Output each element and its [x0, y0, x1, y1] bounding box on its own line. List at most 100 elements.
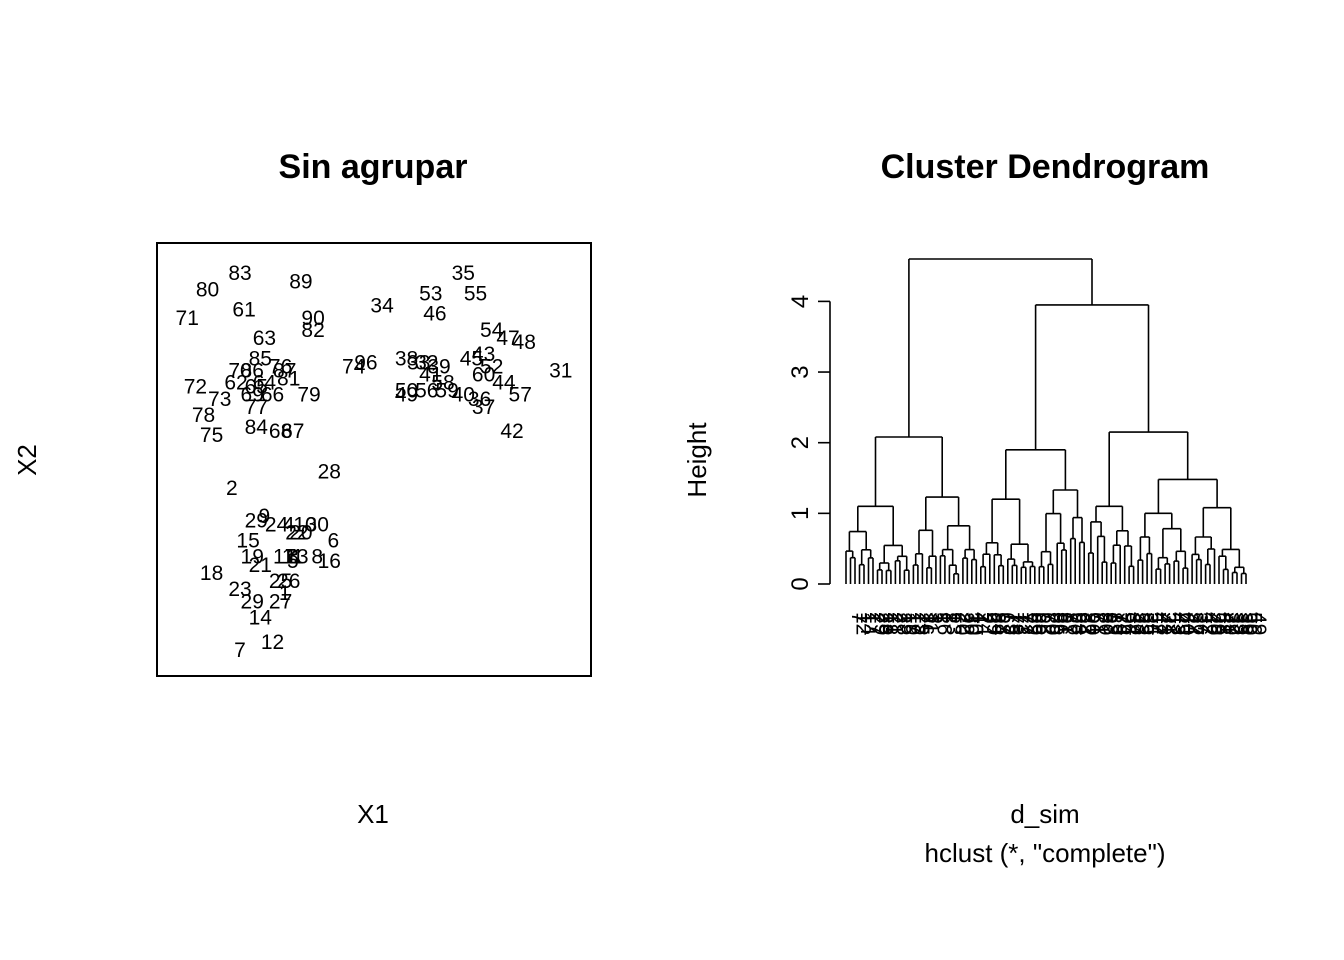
scatter-point-label: 58 [431, 372, 454, 395]
scatter-point-label: 23 [228, 578, 251, 601]
dendrogram-leaf-label: 13 [941, 612, 964, 635]
scatter-x-axis-label: X1 [357, 799, 389, 829]
dendrogram-leaf-label: 28 [892, 612, 915, 635]
scatter-point-label: 44 [492, 372, 516, 395]
scatter-point-label: 76 [269, 355, 292, 378]
dendrogram-leaf-label: 49 [1247, 612, 1270, 635]
dendrogram-leaf-label: 31 [1157, 612, 1180, 635]
scatter-point-label: 21 [249, 554, 272, 577]
scatter-point-label: 15 [236, 530, 259, 553]
dendrogram-leaf-label: 10 [964, 612, 987, 635]
dendrogram-leaf-label: 27 [865, 612, 888, 635]
dendrogram-leaf-label: 86 [1049, 612, 1072, 635]
dendrogram-leaf-label: 67 [995, 612, 1018, 635]
dendrogram-leaf-label: 40 [1202, 612, 1225, 635]
scatter-point-label: 6 [328, 530, 340, 553]
scatter-point-label: 18 [200, 562, 223, 585]
dendrogram-leaf-label: 44 [1180, 612, 1203, 636]
scatter-point-label: 72 [184, 376, 207, 399]
scatter-point-label: 28 [318, 461, 341, 484]
dendrogram-leaf-label: 39 [1220, 612, 1243, 635]
scatter-point-label: 80 [196, 278, 219, 301]
dendrogram-leaf-label: 72 [1013, 612, 1036, 635]
dendrogram-leaf-label: 12 [852, 612, 875, 635]
dendrogram-leaf-label: 82 [1076, 612, 1099, 635]
dendrogram-leaf-label: 14 [856, 612, 879, 636]
scatter-point-label: 82 [301, 319, 324, 342]
scatter-point-label: 2 [226, 477, 238, 500]
scatter-point-label: 86 [241, 359, 264, 382]
dendrogram-x-axis-label: d_sim [1010, 799, 1079, 829]
scatter-point-label: 37 [472, 396, 495, 419]
dendrogram-leaf-label: 59 [1207, 612, 1230, 635]
dendrogram-leaf-label: 9 [977, 612, 1000, 624]
scatter-point-label: 55 [464, 282, 487, 305]
scatter-point-label: 48 [513, 331, 536, 354]
dendrogram-tick-label: 1 [787, 507, 814, 520]
dendrogram-title: Cluster Dendrogram [881, 148, 1210, 186]
dendrogram-y-axis: 0 1 2 3 4 [787, 295, 831, 591]
scatter-point-label: 24 [265, 513, 289, 536]
dendrogram-leaf-label: 71 [1090, 612, 1113, 635]
scatter-point-label: 66 [261, 384, 284, 407]
dendrogram-leaf-label: 47 [1148, 612, 1171, 635]
dendrogram-leaf-label: 85 [1045, 612, 1068, 635]
dendrogram-leaf-label: 96 [1117, 612, 1140, 635]
dendrogram-leaf-label: 70 [1040, 612, 1063, 635]
dendrogram-leaf-label: 56 [1243, 612, 1266, 635]
scatter-point-label: 84 [245, 416, 269, 439]
dendrogram-leaf-label: 68 [991, 612, 1014, 635]
dendrogram-leaf-label: 19 [901, 612, 924, 635]
scatter-point-label: 90 [301, 307, 324, 330]
dendrogram-leaf-label: 16 [932, 612, 955, 635]
scatter-point-label: 43 [472, 343, 495, 366]
dendrogram-leaf-label: 84 [986, 612, 1009, 636]
dendrogram-leaf-label: 21 [883, 612, 906, 635]
scatter-point-label: 52 [480, 355, 503, 378]
scatter-plot-frame [156, 242, 592, 677]
dendrogram-leaf-label: 29 [870, 612, 893, 635]
scatter-point-label: 31 [549, 359, 572, 382]
scatter-point-label: 8 [311, 546, 323, 569]
scatter-point-label: 67 [281, 420, 304, 443]
scatter-point-label: 57 [509, 384, 532, 407]
scatter-point-label: 45 [460, 347, 483, 370]
scatter-point-label: 42 [500, 420, 523, 443]
dendrogram-leaf-label: 66 [1027, 612, 1050, 635]
dendrogram-leaf-label: 55 [1135, 612, 1158, 635]
scatter-point-label: 1 [279, 582, 291, 605]
dendrogram-leaf-label: 38 [1234, 612, 1257, 635]
dendrogram-leaf-label: 57 [1184, 612, 1207, 635]
dendrogram-leaf-label: 37 [1193, 612, 1216, 635]
dendrogram-subtitle: hclust (*, "complete") [925, 838, 1166, 868]
scatter-point-label: 74 [342, 355, 366, 378]
scatter-point-label: 75 [200, 424, 223, 447]
dendrogram-tick-label: 4 [787, 295, 814, 308]
dendrogram-leaf-label: 41 [1216, 612, 1239, 635]
dendrogram-leaf-label: 64 [1072, 612, 1095, 636]
dendrogram-leaf-label: 81 [1054, 612, 1077, 635]
scatter-point-label: 85 [249, 347, 272, 370]
dendrogram-leaf-label: 30 [959, 612, 982, 635]
scatter-point-label: 32 [415, 351, 438, 374]
scatter-point-label: 73 [208, 388, 231, 411]
scatter-point-label: 10 [293, 513, 316, 536]
dendrogram-leaf-label: 62 [1036, 612, 1059, 635]
dendrogram-leaf-label: 63 [1067, 612, 1090, 635]
scatter-point-label: 38 [395, 347, 418, 370]
dendrogram-leaf-label: 1 [861, 612, 884, 624]
dendrogram-tick-label: 0 [787, 577, 814, 590]
dendrogram-tick-label: 2 [787, 436, 814, 449]
scatter-point-label: 29 [245, 509, 268, 532]
scatter-point-label: 41 [419, 363, 442, 386]
dendrogram-leaf-label: 42 [1198, 612, 1221, 635]
dendrogram-leaf-label: 75 [1000, 612, 1023, 635]
scatter-point-label: 87 [273, 359, 296, 382]
dendrogram-leaf-label: 20 [950, 612, 973, 635]
scatter-point-label: 78 [192, 404, 215, 427]
dendrogram-leaf-labels: 7121412729231821228151917252611351681362… [847, 612, 1270, 636]
scatter-point-label: 14 [249, 607, 273, 630]
scatter-point-label: 81 [277, 368, 300, 391]
dendrogram-leaf-label: 17 [905, 612, 928, 635]
